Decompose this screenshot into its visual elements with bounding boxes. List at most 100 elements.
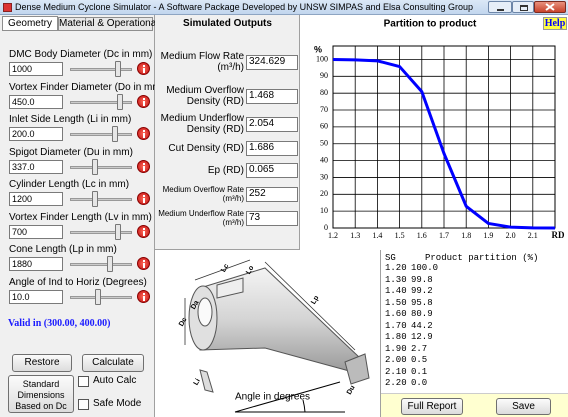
slider-track[interactable] — [70, 263, 132, 266]
field-input[interactable]: 1200 — [9, 192, 63, 206]
outputs-title: Simulated Outputs — [155, 18, 300, 29]
output-value: 1.468 — [246, 89, 298, 104]
info-icon[interactable] — [137, 192, 150, 205]
checkbox-label: Safe Mode — [93, 398, 141, 409]
slider-track[interactable] — [70, 231, 132, 234]
output-value: 324.629 — [246, 55, 298, 70]
table-partition: 95.8 — [411, 298, 433, 308]
info-icon[interactable] — [137, 95, 150, 108]
output-value: 2.054 — [246, 117, 298, 132]
feed-duct — [200, 370, 213, 392]
tab-material[interactable]: Material & Operational — [58, 17, 153, 30]
table-partition: 44.2 — [411, 321, 433, 331]
info-icon[interactable] — [137, 257, 150, 270]
slider-track[interactable] — [70, 166, 132, 169]
table-partition: 2.7 — [411, 344, 427, 354]
y-axis-label: % — [314, 44, 322, 54]
output-value: 0.065 — [246, 163, 298, 178]
info-glyph-dot — [143, 98, 145, 100]
field-label: Angle of Ind to Horiz (Degrees) — [9, 277, 147, 288]
geometry-panel: Geometry Material & Operational Valid in… — [0, 15, 155, 417]
field-label: Cone Length (Lp in mm) — [9, 244, 117, 255]
x-tick-label: 2.1 — [528, 231, 538, 240]
x-tick-label: 1.8 — [461, 231, 471, 240]
table-partition: 12.9 — [411, 332, 433, 342]
info-icon[interactable] — [137, 290, 150, 303]
slider-track[interactable] — [70, 296, 132, 299]
output-label: Medium Underflow — [161, 113, 244, 124]
table-partition: 100.0 — [411, 263, 438, 273]
restore-button[interactable]: Restore — [12, 354, 72, 372]
field-input[interactable]: 1000 — [9, 62, 63, 76]
standard-dimensions-button[interactable]: Standard Dimensions Based on Dc — [8, 375, 74, 413]
save-button[interactable]: Save — [496, 398, 551, 415]
field-input[interactable]: 700 — [9, 225, 63, 239]
help-button[interactable]: Help — [543, 17, 567, 30]
maximize-button[interactable] — [512, 1, 534, 13]
dimension-label: Lp — [310, 295, 320, 306]
info-icon[interactable] — [137, 225, 150, 238]
field-label: DMC Body Diameter (Dc in mm) — [9, 49, 152, 60]
slider-thumb[interactable] — [107, 256, 113, 272]
output-label: Medium Overflow — [166, 85, 244, 96]
y-tick-label: 100 — [316, 54, 328, 63]
chart-title: Partition to product — [384, 19, 477, 30]
checkbox[interactable] — [78, 376, 89, 387]
partition-chart: Partition to product % RD 01020304050607… — [300, 15, 568, 250]
field-label: Cylinder Length (Lc in mm) — [9, 179, 129, 190]
slider-thumb[interactable] — [112, 126, 118, 142]
angle-label: Angle in degrees — [235, 392, 310, 403]
full-report-button[interactable]: Full Report — [401, 398, 463, 415]
field-label: Inlet Side Length (Li in mm) — [9, 114, 131, 125]
minimize-button[interactable] — [488, 1, 512, 13]
field-label: Spigot Diameter (Du in mm) — [9, 147, 133, 158]
tab-geometry[interactable]: Geometry — [2, 16, 58, 30]
output-label: Cut Density (RD) — [168, 143, 244, 154]
table-partition: 0.0 — [411, 378, 427, 388]
table-header-sg: SG — [385, 253, 396, 263]
info-glyph-bar — [143, 166, 145, 171]
slider-thumb[interactable] — [92, 191, 98, 207]
field-input[interactable]: 10.0 — [9, 290, 63, 304]
slider-thumb[interactable] — [95, 289, 101, 305]
y-tick-label: 20 — [320, 189, 328, 198]
outputs-panel: Simulated Outputs Medium Flow Rate(m³/h)… — [155, 15, 300, 250]
field-input[interactable]: 1880 — [9, 257, 63, 271]
checkbox[interactable] — [78, 399, 89, 410]
info-glyph-bar — [143, 198, 145, 203]
report-bar: Full Report Save — [381, 393, 568, 417]
button-line: Standard — [9, 379, 73, 390]
output-label: Medium Underflow Rate — [158, 209, 244, 218]
calculate-button[interactable]: Calculate — [82, 354, 144, 372]
table-sg: 1.20 — [385, 263, 407, 273]
table-partition: 80.9 — [411, 309, 433, 319]
output-label: (m³/h) — [217, 62, 244, 73]
info-glyph-dot — [143, 65, 145, 67]
table-sg: 1.70 — [385, 321, 407, 331]
slider-track[interactable] — [70, 198, 132, 201]
y-tick-label: 40 — [320, 155, 328, 164]
field-input[interactable]: 337.0 — [9, 160, 63, 174]
slider-thumb[interactable] — [117, 94, 123, 110]
table-partition: 0.1 — [411, 367, 427, 377]
x-tick-label: 1.2 — [328, 231, 338, 240]
x-tick-label: 1.4 — [372, 231, 382, 240]
info-icon[interactable] — [137, 127, 150, 140]
field-label: Vortex Finder Length (Lv in mm) — [9, 212, 152, 223]
slider-thumb[interactable] — [115, 224, 121, 240]
slider-thumb[interactable] — [115, 61, 121, 77]
field-input[interactable]: 200.0 — [9, 127, 63, 141]
output-label: Medium Overflow Rate — [163, 185, 244, 194]
y-tick-label: 60 — [320, 122, 328, 131]
slider-track[interactable] — [70, 133, 132, 136]
slider-track[interactable] — [70, 68, 132, 71]
info-icon[interactable] — [137, 160, 150, 173]
window-title: Dense Medium Cyclone Simulator - A Softw… — [15, 1, 473, 14]
output-value: 1.686 — [246, 141, 298, 156]
info-icon[interactable] — [137, 62, 150, 75]
close-button[interactable] — [534, 1, 566, 13]
output-value: 252 — [246, 187, 298, 202]
slider-thumb[interactable] — [92, 159, 98, 175]
field-input[interactable]: 450.0 — [9, 95, 63, 109]
y-tick-label: 10 — [320, 206, 328, 215]
